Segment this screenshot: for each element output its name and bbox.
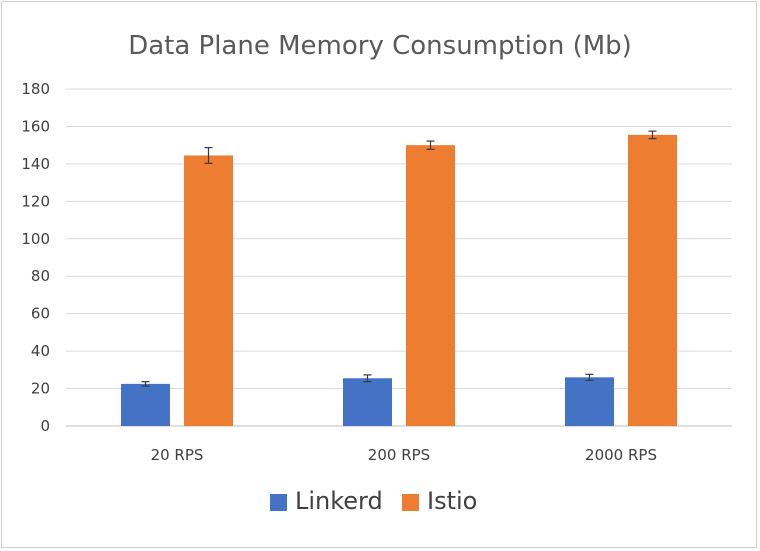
error-bar — [363, 374, 372, 383]
chart-title: Data Plane Memory Consumption (Mb) — [128, 31, 632, 61]
y-tick-label: 20 — [31, 380, 50, 398]
x-axis-tick-labels: 20 RPS 200 RPS 2000 RPS — [151, 446, 657, 464]
bar-istio-20-rps — [184, 155, 233, 427]
x-tick-label: 20 RPS — [151, 446, 204, 464]
error-bars — [141, 130, 657, 387]
y-tick-label: 80 — [31, 267, 50, 285]
bar-istio-200-rps — [406, 145, 455, 426]
y-axis-tick-labels: 0 20 40 60 80 100 120 140 160 180 — [21, 80, 50, 435]
x-tick-label: 2000 RPS — [585, 446, 657, 464]
y-tick-label: 0 — [40, 417, 50, 435]
legend-item-linkerd: Linkerd — [270, 487, 383, 515]
y-tick-label: 40 — [31, 342, 50, 360]
legend: Linkerd Istio — [270, 487, 477, 515]
bar-linkerd-200-rps — [343, 378, 392, 426]
bar-linkerd-20-rps — [121, 383, 170, 426]
error-bar — [648, 130, 657, 140]
legend-swatch — [270, 494, 287, 511]
y-tick-label: 180 — [21, 80, 50, 98]
legend-item-istio: Istio — [402, 487, 477, 515]
y-tick-label: 160 — [21, 117, 50, 135]
legend-label: Linkerd — [295, 487, 383, 515]
bar-istio-2000-rps — [628, 134, 677, 426]
y-tick-label: 120 — [21, 192, 50, 210]
error-bar — [426, 140, 435, 150]
error-bar — [585, 373, 594, 381]
error-bar — [141, 381, 150, 387]
error-bar — [204, 147, 213, 164]
y-tick-label: 100 — [21, 230, 50, 248]
legend-swatch — [402, 494, 419, 511]
x-tick-label: 200 RPS — [368, 446, 430, 464]
gridlines — [66, 88, 732, 427]
y-tick-label: 140 — [21, 155, 50, 173]
y-tick-label: 60 — [31, 305, 50, 323]
bar-linkerd-2000-rps — [565, 377, 614, 426]
bars — [121, 134, 677, 427]
legend-label: Istio — [427, 487, 477, 515]
